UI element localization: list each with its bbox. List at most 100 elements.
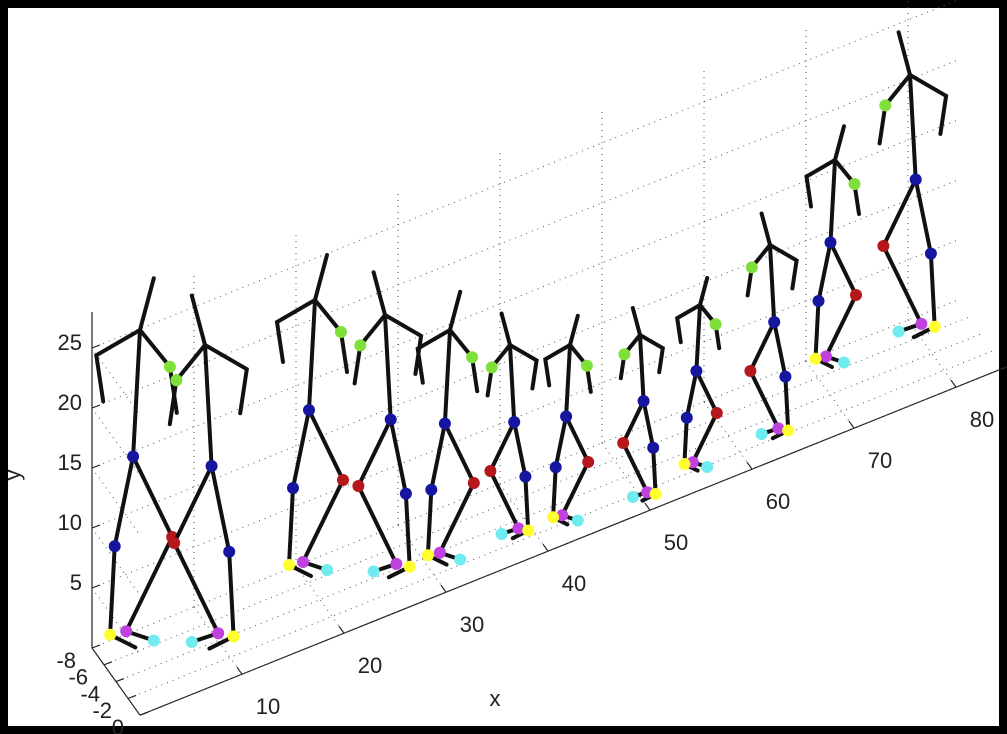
y-tick	[91, 584, 101, 589]
bone	[437, 421, 477, 562]
y-tick	[91, 344, 101, 349]
joint	[928, 320, 941, 333]
joint	[438, 417, 451, 430]
bone	[425, 421, 449, 567]
joint	[690, 365, 703, 377]
joint	[205, 460, 218, 472]
x-tick-label: 40	[562, 571, 586, 596]
bone	[618, 332, 665, 381]
joint	[303, 404, 315, 416]
joint	[915, 317, 928, 330]
joint	[484, 465, 497, 477]
joint	[820, 350, 832, 363]
joint	[495, 528, 508, 540]
bone	[510, 420, 531, 541]
bone	[881, 177, 925, 334]
joint	[467, 477, 480, 489]
z-tick	[91, 644, 101, 649]
joint	[924, 247, 937, 260]
y-tick-label: 20	[58, 390, 82, 415]
joint	[637, 395, 650, 407]
y-tick-label: 5	[70, 570, 82, 595]
bone	[300, 408, 346, 572]
x-axis-label: x	[490, 686, 501, 711]
x-tick	[542, 543, 549, 552]
joint	[549, 461, 562, 474]
bone	[690, 369, 720, 469]
joint	[547, 511, 560, 524]
joint	[227, 630, 240, 643]
joint	[772, 422, 785, 435]
joint	[283, 559, 295, 571]
z-tick	[115, 678, 125, 683]
z-tick	[127, 694, 137, 699]
z-tick-label: -8	[56, 648, 76, 673]
bone	[167, 342, 249, 427]
joint	[287, 482, 299, 494]
joint	[485, 361, 498, 374]
joint	[680, 411, 693, 424]
joint	[626, 491, 639, 503]
y-tick	[91, 464, 101, 469]
x-tick-label: 30	[460, 612, 484, 637]
bone	[620, 399, 650, 499]
joint	[850, 289, 862, 301]
joint	[744, 365, 757, 377]
y-tick-label: 25	[58, 330, 82, 355]
joint	[321, 564, 333, 576]
bone	[745, 242, 799, 298]
x-tick	[644, 502, 651, 511]
joint	[879, 99, 892, 112]
z-tick	[103, 661, 113, 666]
bone	[108, 454, 138, 650]
bone	[559, 414, 591, 523]
bone	[488, 420, 522, 536]
joint	[745, 261, 758, 274]
joint	[678, 458, 691, 470]
joint	[104, 628, 117, 641]
y-tick-label: 15	[58, 450, 82, 475]
bone	[356, 417, 400, 574]
bone	[123, 454, 175, 643]
joint	[127, 450, 140, 463]
bone	[748, 320, 782, 436]
x-axis	[139, 366, 1007, 716]
joint	[848, 178, 861, 190]
joint	[618, 348, 631, 361]
joint	[582, 456, 595, 468]
joint	[163, 360, 176, 373]
bone	[386, 417, 412, 580]
joint	[556, 509, 569, 522]
figures	[94, 30, 949, 651]
bone	[675, 302, 722, 351]
joint	[337, 474, 349, 486]
joint	[399, 487, 412, 500]
joint	[421, 549, 434, 562]
x-tick-label: 10	[256, 694, 280, 719]
y-tick	[91, 524, 101, 529]
joint	[649, 488, 662, 500]
bone	[274, 297, 349, 374]
joint	[824, 236, 837, 249]
bone	[207, 464, 236, 651]
x-tick	[950, 379, 957, 388]
joint	[352, 480, 365, 492]
joint	[522, 524, 535, 537]
joint	[212, 627, 225, 640]
joint	[519, 470, 532, 483]
joint	[812, 295, 825, 307]
joint	[779, 370, 792, 383]
bone	[543, 342, 593, 394]
bone	[286, 408, 313, 578]
joint	[425, 483, 438, 496]
joint	[709, 318, 722, 331]
joint	[367, 565, 380, 578]
joint	[384, 413, 397, 426]
joint	[170, 374, 183, 387]
x-tick-label: 80	[970, 407, 994, 432]
joint	[768, 316, 781, 328]
joint	[108, 540, 121, 553]
z-tick-label: -4	[80, 681, 100, 706]
bone	[804, 157, 861, 216]
bone	[823, 240, 859, 365]
